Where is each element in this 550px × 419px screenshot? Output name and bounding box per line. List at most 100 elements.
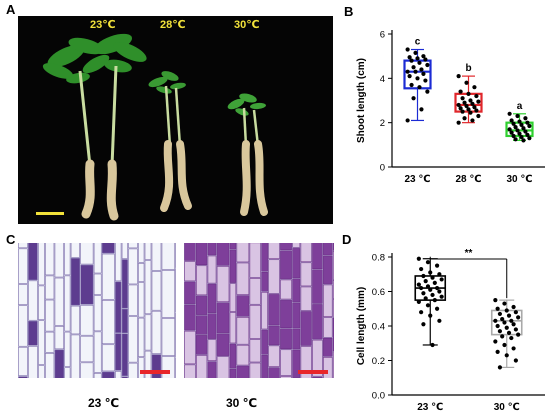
photo-scale-bar: [36, 212, 64, 215]
data-point: [502, 320, 507, 325]
data-point: [509, 335, 514, 341]
data-point: [516, 332, 521, 337]
data-point: [456, 102, 461, 108]
data-point: [495, 323, 500, 329]
data-point: [504, 308, 509, 313]
significance-letter: a: [517, 101, 523, 112]
data-point: [513, 137, 518, 142]
significance-annotation: **: [465, 248, 473, 259]
data-point: [407, 74, 412, 79]
y-tick-label: 0.2: [372, 356, 385, 367]
data-point: [525, 132, 530, 137]
micrograph-label-23: 23 ℃: [88, 396, 120, 410]
shoot-length-chart: 0 2 4 6 Shoot length (cm) 23 ℃ c 28 ℃ b 30 ℃ a: [356, 30, 545, 185]
x-tick-label: 23 ℃: [404, 174, 430, 185]
data-point: [425, 62, 430, 68]
data-point: [425, 284, 431, 289]
data-point: [495, 306, 500, 311]
data-point: [472, 85, 477, 90]
y-tick-label: 0.8: [372, 253, 385, 264]
y-tick-label: 0.6: [372, 287, 385, 298]
data-point: [511, 346, 516, 351]
data-point: [419, 107, 424, 112]
data-point: [456, 120, 461, 125]
plant-photo-illustration: [18, 16, 333, 224]
data-point: [419, 285, 424, 291]
x-tick-label: 23 ℃: [417, 402, 443, 413]
significance-letter: c: [415, 37, 421, 48]
plant-photo: 23℃ 28℃ 30℃: [18, 16, 333, 224]
data-point: [462, 100, 467, 105]
micrograph-30-scale-bar: [298, 370, 328, 374]
data-point: [474, 93, 479, 99]
data-point: [513, 310, 518, 315]
data-point: [517, 131, 522, 136]
data-point: [513, 125, 518, 130]
data-point: [468, 110, 473, 115]
data-point: [416, 256, 421, 261]
data-point: [506, 330, 512, 335]
data-point: [497, 329, 503, 334]
micrograph-23: [18, 243, 176, 378]
data-point: [409, 82, 414, 88]
data-point: [511, 121, 516, 126]
data-point: [472, 105, 477, 110]
data-point: [437, 289, 442, 294]
data-point: [430, 292, 435, 298]
data-point: [521, 126, 526, 131]
plant-30-leaves: [227, 93, 266, 116]
panel-letter-d: D: [342, 232, 352, 247]
data-point: [405, 47, 410, 52]
data-point: [421, 291, 426, 296]
data-point: [425, 260, 431, 265]
data-point: [432, 280, 437, 285]
data-point: [413, 50, 418, 55]
photo-label-28: 28℃: [160, 19, 186, 31]
data-point: [519, 134, 524, 140]
data-point: [509, 318, 514, 323]
x-tick-label: 30 ℃: [506, 174, 532, 185]
data-point: [466, 91, 471, 96]
data-point: [476, 113, 481, 119]
data-point: [517, 119, 522, 124]
data-point: [423, 78, 428, 83]
data-point: [460, 96, 465, 101]
data-point: [416, 299, 421, 304]
data-point: [434, 285, 440, 291]
data-point: [506, 313, 512, 318]
data-point: [430, 275, 435, 280]
data-point: [497, 365, 503, 370]
data-point: [464, 80, 469, 85]
y-tick-label: 0.0: [372, 391, 385, 402]
data-point: [470, 101, 475, 106]
data-point: [423, 57, 428, 62]
data-point: [502, 342, 507, 348]
data-point: [458, 89, 463, 94]
data-point: [464, 103, 469, 109]
y-tick-label: 6: [380, 30, 385, 41]
panel-letter-a: A: [6, 2, 16, 17]
data-point: [419, 310, 424, 315]
data-point: [460, 109, 465, 114]
data-point: [434, 263, 440, 268]
y-tick-label: 0: [380, 163, 385, 174]
data-point: [462, 116, 467, 121]
data-point: [515, 128, 520, 133]
data-point: [425, 89, 430, 94]
data-point: [423, 279, 428, 284]
data-point: [527, 136, 532, 141]
y-tick-label: 0.4: [372, 322, 385, 333]
micrograph-23-scale-bar: [140, 370, 170, 374]
data-point: [476, 99, 481, 104]
x-tick-label: 28 ℃: [455, 174, 481, 185]
data-point: [434, 306, 440, 311]
data-point: [411, 65, 416, 70]
data-point: [495, 349, 500, 354]
photo-label-30: 30℃: [234, 19, 260, 31]
data-point: [405, 118, 410, 123]
data-point: [523, 116, 528, 121]
y-axis-label: Cell length (mm): [356, 287, 367, 365]
y-axis-label: Shoot length (cm): [356, 58, 367, 143]
photo-label-23: 23℃: [90, 19, 116, 31]
data-point: [428, 287, 433, 292]
